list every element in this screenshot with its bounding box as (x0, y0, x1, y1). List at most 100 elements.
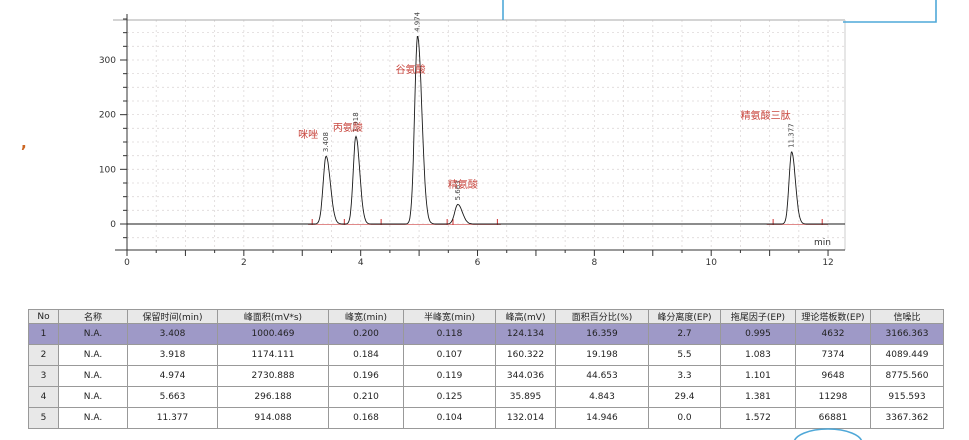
table-cell: 0.119 (403, 365, 496, 387)
x-tick-label: 4 (358, 258, 364, 268)
peak-results-table: No 名称 保留时间(min) 峰面积(mV*s) 峰宽(min) 半峰宽(min) 峰高(… (28, 309, 944, 429)
table-cell: 29.4 (648, 386, 721, 408)
table-cell: 0.995 (720, 323, 796, 345)
table-cell: 4.843 (555, 386, 649, 408)
table-cell: 3367.362 (870, 407, 944, 429)
table-cell: 11298 (795, 386, 871, 408)
column-header: 名称 (58, 309, 128, 324)
table-row[interactable]: 5 N.A. 11.377 914.088 0.168 0.104 132.014 14.94… (28, 407, 944, 429)
table-cell: 3.3 (648, 365, 721, 387)
table-row[interactable]: 1 N.A. 3.408 1000.469 0.200 0.118 124.134 16.35… (28, 323, 944, 345)
table-cell: 0.196 (328, 365, 404, 387)
table-cell: 0.125 (403, 386, 496, 408)
x-tick-label: 12 (822, 258, 833, 268)
table-cell: 7374 (795, 344, 871, 366)
column-header: 面积百分比(%) (555, 309, 649, 324)
table-cell: 14.946 (555, 407, 649, 429)
table-cell: 296.188 (217, 386, 329, 408)
x-tick-label: 2 (241, 258, 247, 268)
circle-annotation (793, 428, 863, 440)
table-cell: 35.895 (495, 386, 556, 408)
table-cell: 66881 (795, 407, 871, 429)
x-tick-label: 0 (124, 258, 130, 268)
table-cell: 4632 (795, 323, 871, 345)
table-cell: 0.107 (403, 344, 496, 366)
column-header: No (28, 309, 59, 324)
table-cell: 914.088 (217, 407, 329, 429)
table-cell: 1.083 (720, 344, 796, 366)
table-cell: 1 (28, 323, 59, 345)
table-cell: 915.593 (870, 386, 944, 408)
table-cell: 44.653 (555, 365, 649, 387)
table-cell: 3.408 (127, 323, 218, 345)
table-header-row: No 名称 保留时间(min) 峰面积(mV*s) 峰宽(min) 半峰宽(min) 峰高(… (28, 309, 944, 324)
table-row[interactable]: 4 N.A. 5.663 296.188 0.210 0.125 35.895 4.843 29… (28, 386, 944, 408)
table-cell: 9648 (795, 365, 871, 387)
x-tick-label: 10 (705, 258, 717, 268)
table-cell: 0.184 (328, 344, 404, 366)
table-cell: 160.322 (495, 344, 556, 366)
table-cell: 3.918 (127, 344, 218, 366)
y-tick-label: 300 (99, 56, 116, 66)
column-header: 理论塔板数(EP) (795, 309, 871, 324)
table-cell: 132.014 (495, 407, 556, 429)
table-cell: N.A. (58, 344, 128, 366)
table-cell: 1000.469 (217, 323, 329, 345)
table-cell: 2730.888 (217, 365, 329, 387)
table-cell: 5.663 (127, 386, 218, 408)
column-header: 峰分离度(EP) (648, 309, 721, 324)
table-cell: 124.134 (495, 323, 556, 345)
y-tick-label: 200 (99, 111, 116, 121)
table-cell: 0.210 (328, 386, 404, 408)
peak-name-label: 精氨酸 (448, 178, 478, 191)
peak-name-label: 丙氨酸 (333, 121, 363, 134)
x-axis-unit-label: min (814, 238, 831, 248)
table-cell: 3166.363 (870, 323, 944, 345)
table-row[interactable]: 2 N.A. 3.918 1174.111 0.184 0.107 160.322 19.19… (28, 344, 944, 366)
column-header: 保留时间(min) (127, 309, 218, 324)
peak-name-label: 咪唑 (298, 128, 318, 141)
chromatogram-curve (127, 36, 845, 225)
table-cell: 8775.560 (870, 365, 944, 387)
table-cell: 344.036 (495, 365, 556, 387)
table-cell: 4089.449 (870, 344, 944, 366)
peak-name-label: 精氨酸三肽 (741, 109, 791, 122)
column-header: 拖尾因子(EP) (720, 309, 796, 324)
table-cell: N.A. (58, 323, 128, 345)
table-cell: 2.7 (648, 323, 721, 345)
table-cell: 0.104 (403, 407, 496, 429)
peak-name-label: 谷氨酸 (396, 63, 426, 76)
column-header: 信噪比 (870, 309, 944, 324)
table-cell: 5.5 (648, 344, 721, 366)
column-header: 峰面积(mV*s) (217, 309, 329, 324)
table-cell: 0.200 (328, 323, 404, 345)
stray-comma-text: , (21, 134, 27, 152)
table-cell: 0.0 (648, 407, 721, 429)
column-header: 峰宽(min) (328, 309, 404, 324)
peak-table: No 名称 保留时间(min) 峰面积(mV*s) 峰宽(min) 半峰宽(min) 峰高(… (28, 309, 944, 429)
retention-time-label: 3.918 (352, 112, 360, 132)
table-cell: 16.359 (555, 323, 649, 345)
y-tick-label: 100 (99, 165, 116, 175)
x-tick-label: 8 (591, 258, 597, 268)
table-cell: 1.381 (720, 386, 796, 408)
table-cell: 1.101 (720, 365, 796, 387)
y-tick-label: 0 (110, 220, 116, 230)
retention-time-label: 5.663 (454, 180, 462, 200)
table-cell: 5 (28, 407, 59, 429)
retention-time-label: 3.408 (322, 132, 330, 152)
table-cell: 3 (28, 365, 59, 387)
table-cell: 4.974 (127, 365, 218, 387)
x-tick-label: 6 (475, 258, 481, 268)
table-cell: N.A. (58, 407, 128, 429)
table-cell: N.A. (58, 365, 128, 387)
table-row[interactable]: 3 N.A. 4.974 2730.888 0.196 0.119 344.036 44.65… (28, 365, 944, 387)
retention-time-label: 4.974 (414, 11, 422, 32)
table-cell: N.A. (58, 386, 128, 408)
table-cell: 2 (28, 344, 59, 366)
table-cell: 11.377 (127, 407, 218, 429)
table-cell: 0.168 (328, 407, 404, 429)
table-cell: 1.572 (720, 407, 796, 429)
column-header: 峰高(mV) (495, 309, 556, 324)
